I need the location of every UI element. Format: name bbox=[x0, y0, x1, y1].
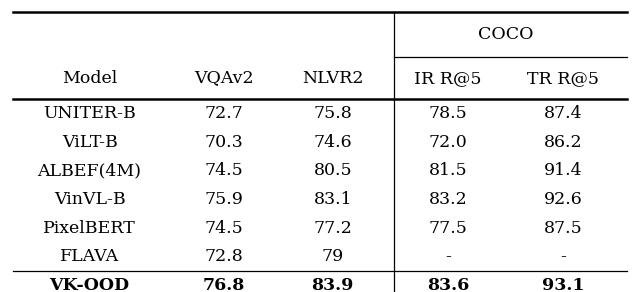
Text: 78.5: 78.5 bbox=[429, 105, 467, 122]
Text: 83.9: 83.9 bbox=[312, 277, 354, 292]
Text: 72.8: 72.8 bbox=[205, 248, 243, 265]
Text: 93.1: 93.1 bbox=[542, 277, 584, 292]
Text: 77.5: 77.5 bbox=[429, 220, 467, 237]
Text: 92.6: 92.6 bbox=[544, 191, 582, 208]
Text: 80.5: 80.5 bbox=[314, 162, 352, 179]
Text: 86.2: 86.2 bbox=[544, 134, 582, 151]
Text: VinVL-B: VinVL-B bbox=[54, 191, 125, 208]
Text: 76.8: 76.8 bbox=[203, 277, 245, 292]
Text: 87.5: 87.5 bbox=[544, 220, 582, 237]
Text: FLAVA: FLAVA bbox=[60, 248, 119, 265]
Text: Model: Model bbox=[62, 69, 117, 87]
Text: 72.7: 72.7 bbox=[205, 105, 243, 122]
Text: 75.9: 75.9 bbox=[205, 191, 243, 208]
Text: 87.4: 87.4 bbox=[544, 105, 582, 122]
Text: 74.5: 74.5 bbox=[205, 220, 243, 237]
Text: ViLT-B: ViLT-B bbox=[61, 134, 118, 151]
Text: ALBEF(4M): ALBEF(4M) bbox=[38, 162, 141, 179]
Text: VQAv2: VQAv2 bbox=[194, 69, 254, 87]
Text: -: - bbox=[560, 248, 566, 265]
Text: UNITER-B: UNITER-B bbox=[44, 105, 136, 122]
Text: -: - bbox=[445, 248, 451, 265]
Text: 70.3: 70.3 bbox=[205, 134, 243, 151]
Text: COCO: COCO bbox=[478, 26, 533, 43]
Text: 72.0: 72.0 bbox=[429, 134, 467, 151]
Text: 79: 79 bbox=[322, 248, 344, 265]
Text: 83.2: 83.2 bbox=[429, 191, 467, 208]
Text: 83.1: 83.1 bbox=[314, 191, 352, 208]
Text: 74.6: 74.6 bbox=[314, 134, 352, 151]
Text: 81.5: 81.5 bbox=[429, 162, 467, 179]
Text: PixelBERT: PixelBERT bbox=[44, 220, 136, 237]
Text: 74.5: 74.5 bbox=[205, 162, 243, 179]
Text: TR R@5: TR R@5 bbox=[527, 69, 599, 87]
Text: 83.6: 83.6 bbox=[427, 277, 469, 292]
Text: 77.2: 77.2 bbox=[314, 220, 352, 237]
Text: NLVR2: NLVR2 bbox=[302, 69, 364, 87]
Text: IR R@5: IR R@5 bbox=[414, 69, 482, 87]
Text: 75.8: 75.8 bbox=[314, 105, 352, 122]
Text: VK-OOD: VK-OOD bbox=[49, 277, 130, 292]
Text: 91.4: 91.4 bbox=[544, 162, 582, 179]
